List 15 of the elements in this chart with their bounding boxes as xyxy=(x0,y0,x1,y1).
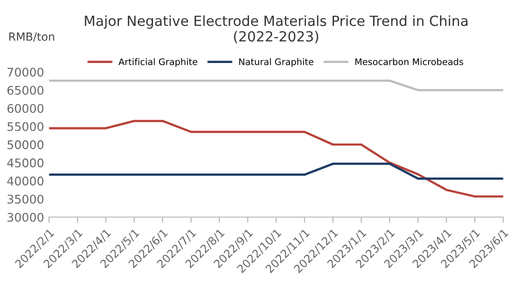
legend-label: Mesocarbon Microbeads xyxy=(355,58,464,66)
y-tick-label: 65000 xyxy=(7,86,44,95)
y-tick-label: 55000 xyxy=(8,122,44,132)
legend-label: Natural Graphite xyxy=(239,58,314,67)
y-tick-label: 45000 xyxy=(7,158,44,168)
y-tick-label: 60000 xyxy=(7,104,44,113)
y-axis-title: RMB/ton xyxy=(9,32,54,42)
y-tick-label: 30000 xyxy=(8,212,44,222)
y-tick-label: 35000 xyxy=(8,194,44,204)
legend-label: Artificial Graphite xyxy=(118,58,198,67)
y-tick-label: 50000 xyxy=(8,140,44,150)
chart-title: Major Negative Electrode Materials Price Trend in China (2022-2023) xyxy=(84,15,468,44)
y-tick-label: 70000 xyxy=(8,68,44,77)
y-tick-label: 40000 xyxy=(7,176,44,186)
line-series xyxy=(49,120,504,198)
